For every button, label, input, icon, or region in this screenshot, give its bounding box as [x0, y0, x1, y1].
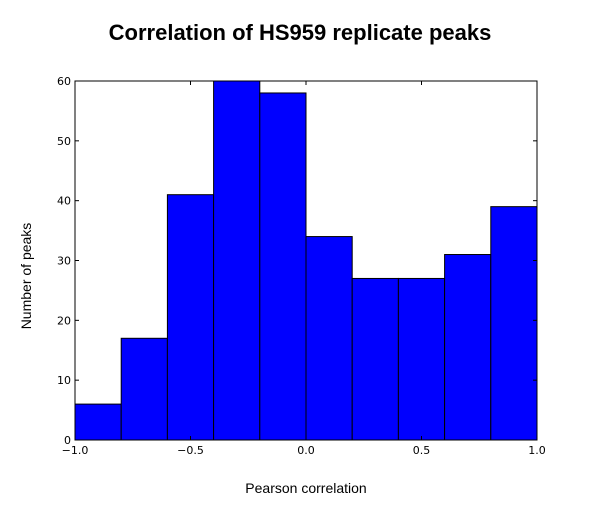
x-tick-label: 0.5	[413, 444, 431, 457]
y-tick-label: 60	[57, 75, 71, 88]
y-tick-label: 20	[57, 314, 71, 327]
histogram-bar	[213, 80, 261, 441]
histogram-bar	[120, 337, 168, 441]
y-axis-label: Number of peaks	[18, 222, 34, 330]
histogram-bar	[259, 92, 307, 441]
x-tick-label: −1.0	[62, 444, 89, 457]
histogram-bar	[444, 254, 492, 441]
histogram-bar	[351, 277, 399, 441]
chart-title: Correlation of HS959 replicate peaks	[108, 20, 492, 45]
y-tick-label: 50	[57, 135, 71, 148]
histogram-bar	[490, 206, 538, 441]
x-tick-label: −0.5	[177, 444, 204, 457]
x-tick-label: 0.0	[297, 444, 315, 457]
y-tick-label: 40	[57, 195, 71, 208]
y-tick-label: 10	[57, 374, 71, 387]
histogram-bar	[397, 277, 446, 441]
x-axis-label: Pearson correlation	[245, 480, 367, 496]
x-tick-label: 1.0	[528, 444, 546, 457]
histogram-bar	[305, 236, 353, 441]
y-tick-label: 0	[64, 434, 71, 447]
histogram-bar	[74, 403, 122, 441]
y-tick-label: 30	[57, 255, 71, 268]
histogram-bar	[166, 194, 215, 441]
